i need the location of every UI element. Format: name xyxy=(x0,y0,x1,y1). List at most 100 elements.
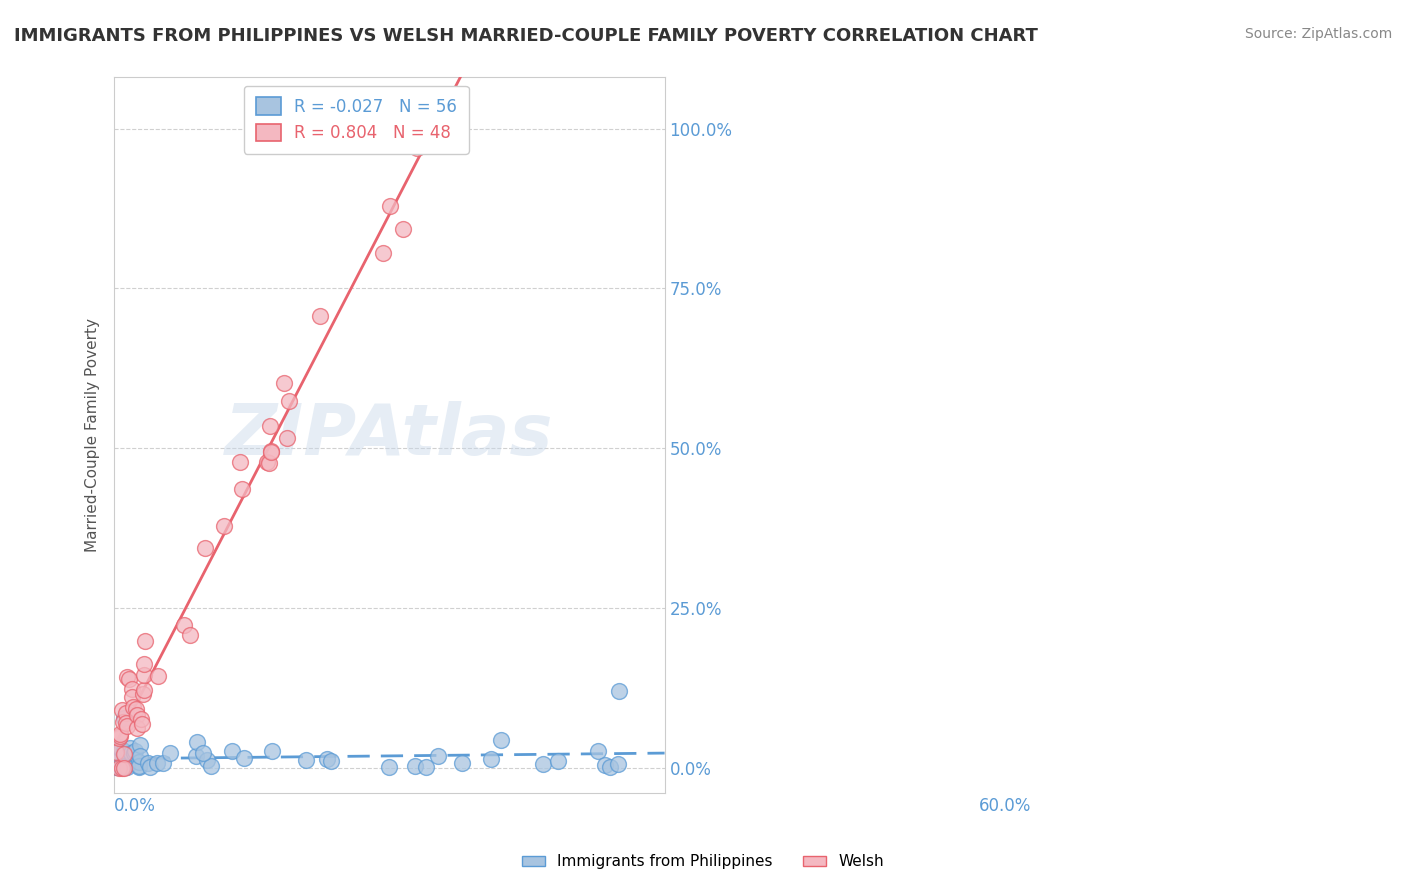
Point xyxy=(593,757,616,772)
Point xyxy=(319,754,342,768)
Point xyxy=(121,700,143,714)
Point xyxy=(108,729,131,743)
Point xyxy=(112,760,135,774)
Point xyxy=(531,757,554,772)
Point xyxy=(278,393,301,408)
Point xyxy=(104,745,127,759)
Text: 60.0%: 60.0% xyxy=(979,797,1032,814)
Point xyxy=(146,669,169,683)
Point xyxy=(121,690,143,705)
Point xyxy=(607,756,630,771)
Text: 0.0%: 0.0% xyxy=(114,797,156,814)
Point xyxy=(104,759,127,773)
Point xyxy=(259,456,281,470)
Point xyxy=(607,684,630,698)
Point xyxy=(200,759,222,773)
Legend: Immigrants from Philippines, Welsh: Immigrants from Philippines, Welsh xyxy=(516,848,890,875)
Point xyxy=(221,744,243,758)
Point xyxy=(586,744,609,758)
Point xyxy=(125,702,148,716)
Point xyxy=(104,758,127,772)
Point xyxy=(129,749,152,764)
Point xyxy=(107,731,129,745)
Point xyxy=(316,752,339,766)
Point xyxy=(128,759,150,773)
Point xyxy=(122,746,145,760)
Point xyxy=(173,618,195,632)
Point xyxy=(118,741,141,756)
Point xyxy=(128,756,150,770)
Point xyxy=(114,715,136,730)
Point xyxy=(260,444,283,458)
Point xyxy=(115,760,138,774)
Point xyxy=(129,712,152,726)
Point xyxy=(179,628,201,642)
Point xyxy=(193,746,215,760)
Point xyxy=(131,716,153,731)
Point xyxy=(262,743,284,757)
Point xyxy=(129,738,152,752)
Point xyxy=(112,743,135,757)
Point xyxy=(136,756,159,770)
Point xyxy=(184,748,207,763)
Point xyxy=(371,245,394,260)
Point xyxy=(114,760,136,774)
Point xyxy=(132,668,155,682)
Point xyxy=(110,742,132,756)
Point xyxy=(491,733,513,747)
Point xyxy=(295,753,318,767)
Point xyxy=(127,722,149,736)
Point xyxy=(450,756,472,771)
Point xyxy=(152,756,174,770)
Point xyxy=(481,752,503,766)
Point xyxy=(121,682,143,697)
Point xyxy=(110,759,132,773)
Point xyxy=(415,760,437,774)
Point xyxy=(231,482,253,496)
Point xyxy=(404,759,426,773)
Point xyxy=(186,735,208,749)
Point xyxy=(132,687,155,701)
Point xyxy=(125,708,148,723)
Point xyxy=(145,756,167,771)
Point xyxy=(108,740,131,755)
Point xyxy=(111,703,134,717)
Point xyxy=(105,756,128,770)
Point xyxy=(124,743,146,757)
Point xyxy=(276,431,298,445)
Point xyxy=(256,455,278,469)
Point xyxy=(214,519,236,533)
Point xyxy=(378,760,401,774)
Legend: R = -0.027   N = 56, R = 0.804   N = 48: R = -0.027 N = 56, R = 0.804 N = 48 xyxy=(245,86,468,153)
Y-axis label: Married-Couple Family Poverty: Married-Couple Family Poverty xyxy=(86,318,100,552)
Point xyxy=(232,751,254,765)
Point xyxy=(117,719,139,733)
Point xyxy=(406,141,429,155)
Point xyxy=(108,751,131,765)
Point xyxy=(108,760,131,774)
Point xyxy=(378,199,401,213)
Point xyxy=(104,760,127,774)
Point xyxy=(134,657,156,671)
Point xyxy=(139,760,162,774)
Point xyxy=(195,753,218,767)
Point xyxy=(115,670,138,684)
Point xyxy=(391,221,413,235)
Text: ZIPAtlas: ZIPAtlas xyxy=(225,401,554,470)
Point xyxy=(273,376,295,390)
Point xyxy=(108,727,131,741)
Point xyxy=(118,673,141,687)
Text: Source: ZipAtlas.com: Source: ZipAtlas.com xyxy=(1244,27,1392,41)
Point xyxy=(108,756,131,771)
Point xyxy=(194,541,217,556)
Point xyxy=(159,746,181,760)
Point xyxy=(599,759,621,773)
Point xyxy=(427,748,450,763)
Point xyxy=(132,683,155,698)
Point xyxy=(128,760,150,774)
Point xyxy=(112,747,135,762)
Point xyxy=(259,418,281,433)
Point xyxy=(260,445,283,459)
Point xyxy=(229,455,252,469)
Point xyxy=(547,755,569,769)
